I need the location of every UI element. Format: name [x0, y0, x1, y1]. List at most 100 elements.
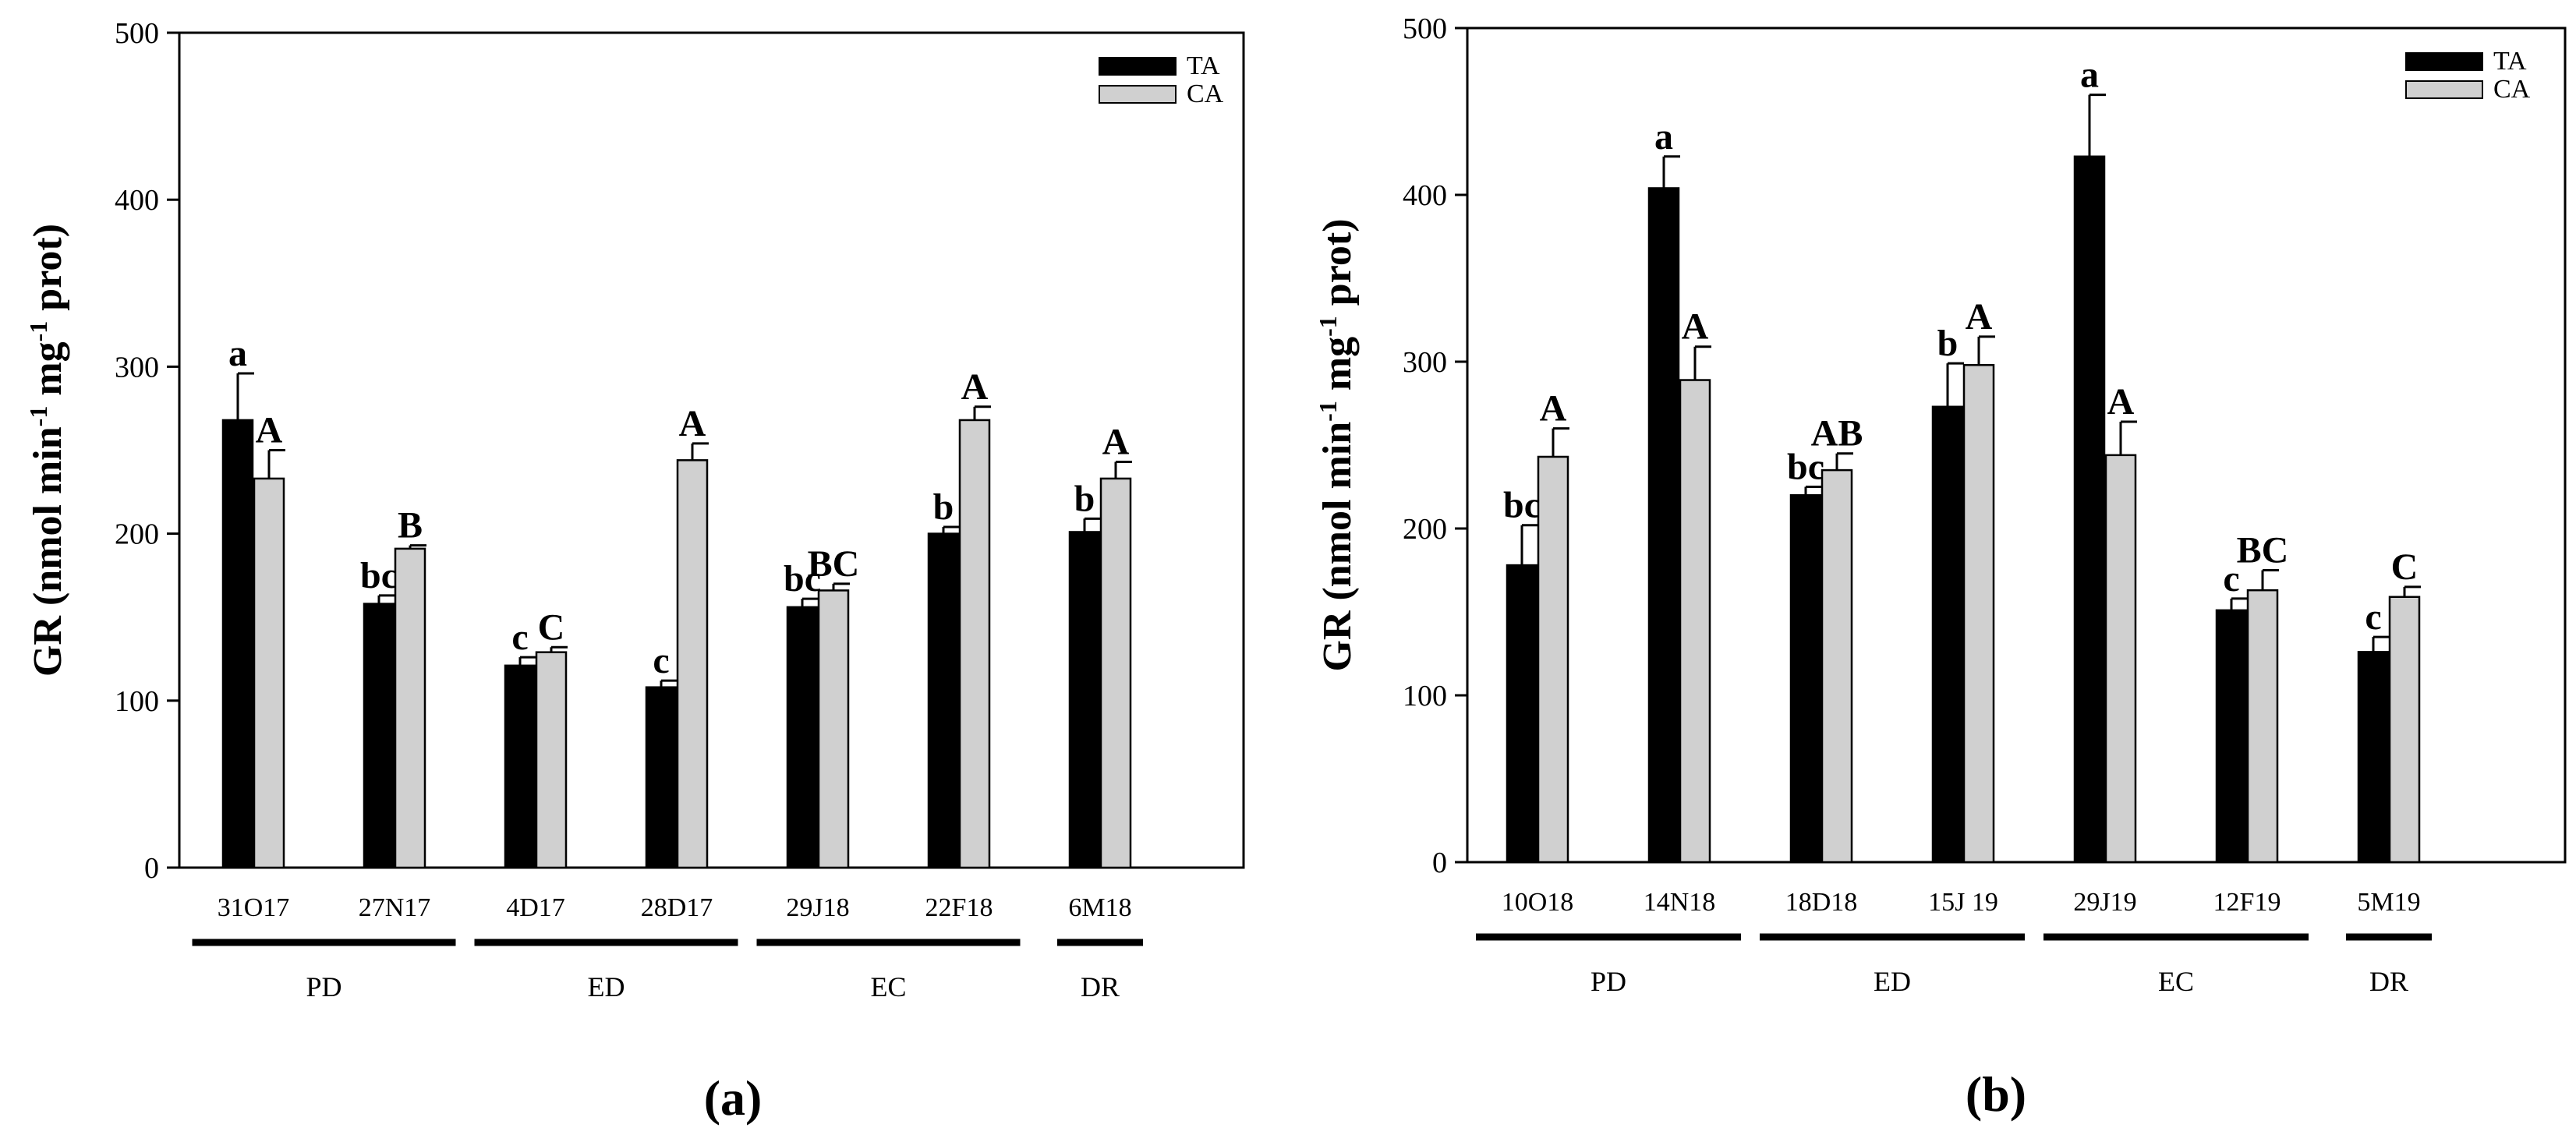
- bar-ca: [253, 477, 285, 869]
- bar-ca: [2388, 596, 2421, 864]
- significance-label: C: [538, 606, 565, 648]
- group-label: DR: [2369, 966, 2408, 997]
- bar-ca: [2104, 454, 2137, 864]
- bar-ta: [1931, 405, 1964, 864]
- y-tick-label: 100: [1403, 680, 1447, 712]
- y-axis-title-superscript: -1: [24, 406, 52, 427]
- group-label: ED: [1874, 966, 1911, 997]
- panel-label: (a): [704, 1070, 763, 1126]
- legend-swatch-ta: [1099, 57, 1177, 76]
- bar-ta: [2215, 609, 2248, 864]
- bar-ta: [786, 606, 819, 869]
- bar-ca: [1099, 477, 1132, 869]
- bar-ca: [676, 459, 709, 869]
- y-tick-label: 300: [115, 351, 159, 384]
- y-tick-label: 100: [115, 685, 159, 718]
- significance-label: c: [653, 640, 669, 681]
- y-axis-title-part: mg: [1315, 337, 1360, 401]
- significance-label: BC: [808, 543, 860, 585]
- legend-label: TA: [2493, 47, 2527, 76]
- bar-ta: [2073, 155, 2106, 864]
- group-label: EC: [2158, 966, 2194, 997]
- x-tick-label: 14N18: [1644, 888, 1716, 917]
- bar-ta: [1647, 187, 1680, 864]
- y-tick-label: 0: [1432, 847, 1447, 879]
- x-tick-label: 15J 19: [1928, 888, 1998, 917]
- significance-label: a: [2080, 55, 2099, 96]
- significance-label: A: [961, 366, 989, 408]
- legend-swatch-ca: [1099, 85, 1177, 104]
- significance-label: c: [511, 617, 528, 658]
- y-tick-label: 400: [1403, 179, 1447, 212]
- y-axis-title-part: mg: [26, 341, 70, 405]
- y-tick-label: 500: [1403, 12, 1447, 45]
- significance-label: A: [679, 403, 706, 444]
- y-tick-label: 0: [144, 852, 159, 885]
- bar-ta: [2357, 651, 2390, 864]
- significance-label: A: [1966, 296, 1993, 338]
- significance-label: bc: [1503, 485, 1541, 526]
- bar-ta: [1506, 564, 1538, 864]
- y-axis-title-part: GR (nmol min: [1315, 422, 1360, 672]
- bar-ca: [1537, 455, 1569, 864]
- bar-ca: [1962, 364, 1995, 864]
- y-axis-title-part: GR (nmol min: [26, 426, 70, 677]
- group-label: ED: [588, 971, 625, 1002]
- bar-ca: [535, 651, 568, 869]
- plot-frame: [178, 31, 1245, 869]
- y-axis-title-superscript: -1: [1314, 401, 1342, 422]
- legend-swatch-ca: [2405, 80, 2483, 99]
- x-tick-label: 22F18: [925, 893, 993, 922]
- significance-label: c: [2365, 596, 2381, 638]
- bar-ta: [363, 603, 395, 869]
- significance-label: A: [1682, 306, 1709, 348]
- bar-ta: [1068, 531, 1101, 869]
- significance-label: bc: [360, 555, 398, 596]
- group-label: PD: [306, 971, 341, 1002]
- x-tick-label: 6M18: [1068, 893, 1131, 922]
- y-axis-title-part: prot): [26, 224, 70, 321]
- bar-ca: [958, 419, 991, 869]
- y-tick-label: 400: [115, 184, 159, 217]
- bar-ca: [394, 547, 426, 869]
- x-tick-label: 12F19: [2213, 888, 2281, 917]
- x-tick-label: 4D17: [506, 893, 565, 922]
- y-tick-label: 200: [1403, 513, 1447, 546]
- bar-ta: [504, 664, 536, 869]
- legend-swatch-ta: [2405, 52, 2483, 71]
- significance-label: A: [1102, 421, 1130, 462]
- x-tick-label: 18D18: [1785, 888, 1858, 917]
- bar-ca: [817, 589, 850, 869]
- x-tick-label: 10O18: [1502, 888, 1574, 917]
- group-label: EC: [870, 971, 906, 1002]
- significance-label: bc: [784, 558, 821, 599]
- x-tick-label: 5M19: [2357, 888, 2420, 917]
- panel-label: (b): [1966, 1066, 2026, 1122]
- bar-ca: [1679, 379, 1711, 864]
- significance-label: b: [933, 486, 954, 528]
- x-tick-label: 29J18: [786, 893, 849, 922]
- significance-label: B: [398, 505, 423, 546]
- bar-ta: [221, 419, 254, 869]
- x-tick-label: 27N17: [359, 893, 431, 922]
- bar-ca: [1821, 468, 1853, 864]
- legend-label: CA: [2493, 75, 2531, 104]
- significance-label: AB: [1811, 413, 1863, 454]
- significance-label: BC: [2237, 530, 2289, 571]
- legend-label: TA: [1187, 51, 1220, 80]
- x-tick-label: 31O17: [218, 893, 290, 922]
- significance-label: a: [1654, 116, 1673, 157]
- x-tick-label: 29J19: [2073, 888, 2136, 917]
- group-label: PD: [1591, 966, 1626, 997]
- significance-label: b: [1074, 478, 1095, 519]
- significance-label: A: [256, 410, 283, 451]
- y-tick-label: 200: [115, 518, 159, 551]
- x-tick-label: 28D17: [641, 893, 713, 922]
- significance-label: C: [2391, 546, 2419, 588]
- significance-label: a: [228, 333, 247, 374]
- significance-label: c: [2223, 558, 2239, 599]
- significance-label: A: [2107, 381, 2135, 423]
